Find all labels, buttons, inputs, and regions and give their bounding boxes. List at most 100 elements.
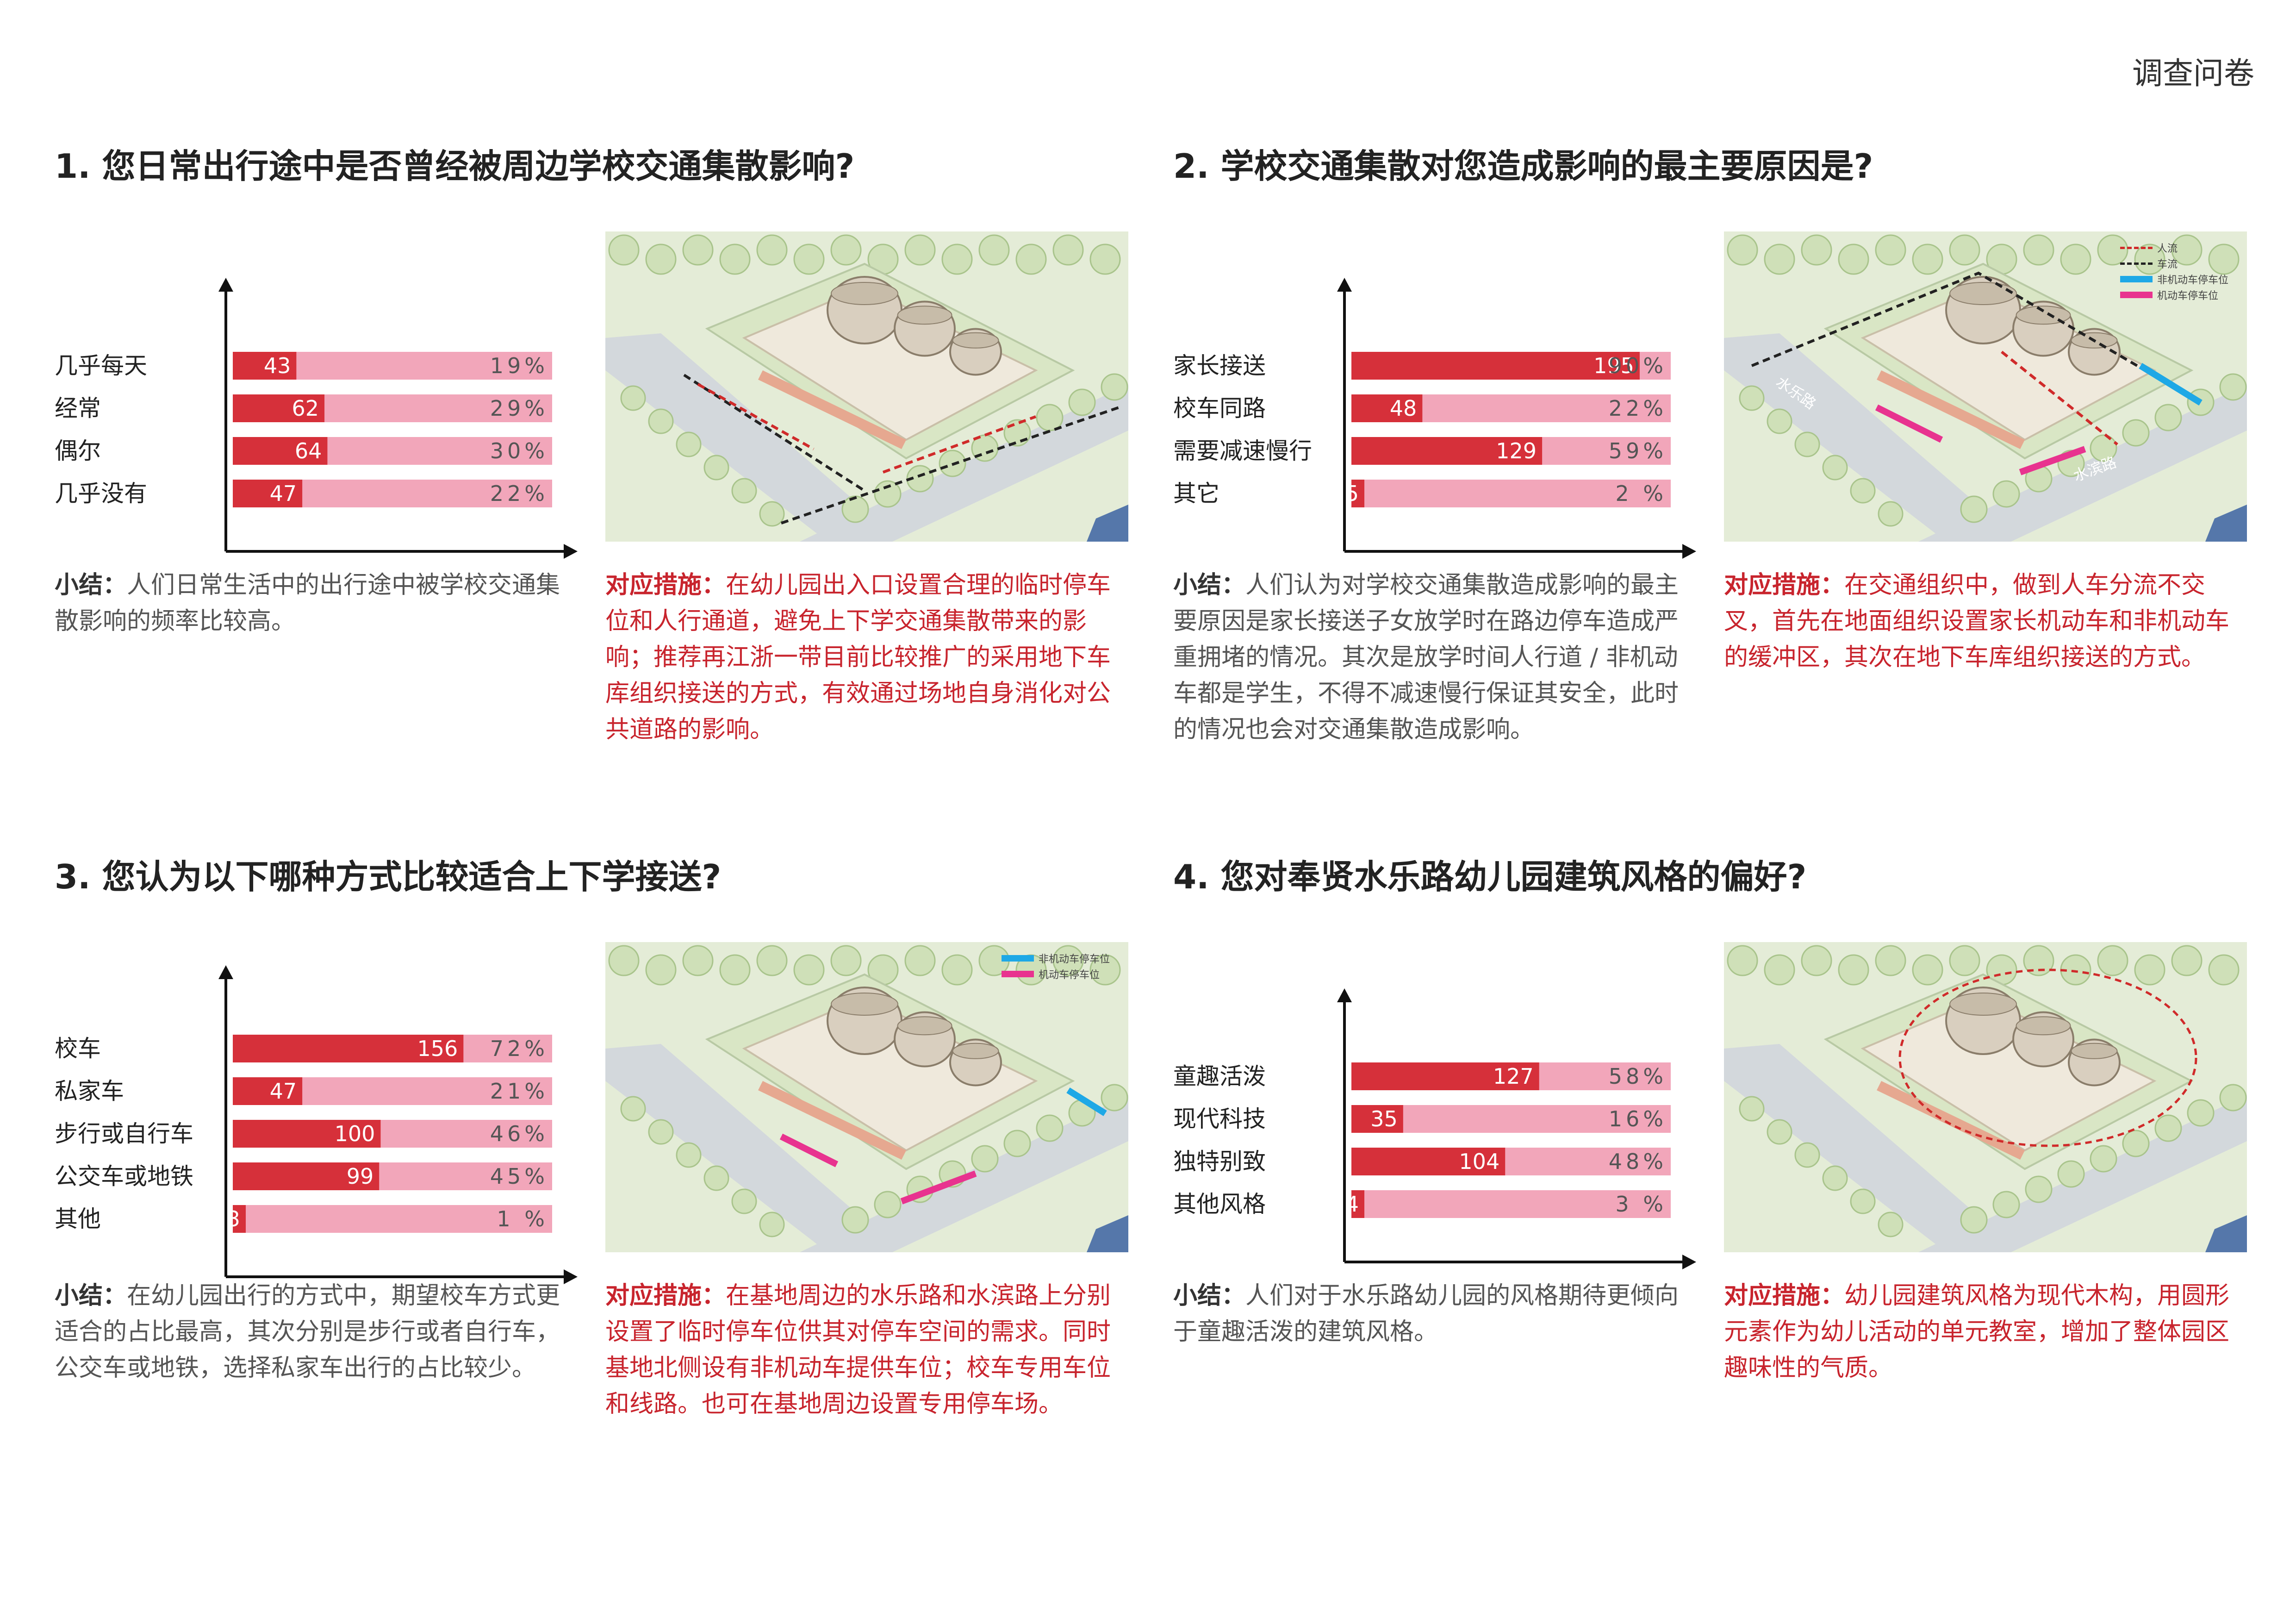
legend-label: 非机动车停车位 — [2157, 275, 2228, 286]
tree — [2025, 1175, 2053, 1203]
tree — [2134, 954, 2165, 986]
tree — [731, 1188, 757, 1214]
motor-parking — [900, 1170, 977, 1205]
bar — [233, 1162, 380, 1190]
water — [1087, 505, 1128, 542]
bar — [1351, 394, 1423, 422]
category-label: 独特别致 — [1173, 1148, 1266, 1175]
summary-body: 在幼儿园出行的方式中，期望校车方式更适合的占比最高，其次分别是步行或者自行车，公… — [55, 1282, 560, 1382]
tree — [645, 954, 677, 986]
survey-panel-2: 2. 学校交通集散对您造成影响的最主要原因是? 家长接送 195 90% 校车同路 48… — [1173, 139, 2272, 787]
tree — [1727, 945, 1758, 976]
road — [1724, 1044, 1983, 1252]
bar-chart: 家长接送 195 90% 校车同路 48 22% 需要减速慢行 129 59% 其它 5 2 % — [1173, 227, 1701, 559]
value-label: 4 — [1345, 1192, 1359, 1217]
legend-label: 机动车停车位 — [2157, 290, 2218, 302]
tree — [1822, 455, 1848, 481]
tree — [2090, 1145, 2117, 1173]
water — [2205, 1215, 2247, 1252]
x-axis-arrow — [1682, 1255, 1696, 1269]
category-label: 童趣活泼 — [1173, 1063, 1266, 1090]
category-label: 家长接送 — [1173, 352, 1266, 379]
tree — [1912, 244, 1943, 275]
building-strip — [758, 370, 906, 449]
legend-item: 车流 — [2120, 256, 2228, 271]
category-label: 现代科技 — [1173, 1106, 1266, 1132]
legend-item: 机动车停车位 — [2120, 287, 2228, 303]
tree — [1089, 244, 1121, 275]
legend-swatch — [2120, 276, 2153, 282]
tree — [719, 954, 751, 986]
legend-item: 非机动车停车位 — [1001, 950, 1110, 966]
site-plan-image: 非机动车停车位 机动车停车位 — [605, 942, 1128, 1252]
category-label: 私家车 — [55, 1078, 124, 1105]
tree — [608, 234, 640, 266]
legend-item: 非机动车停车位 — [2120, 271, 2228, 287]
tree — [904, 234, 936, 266]
tree — [793, 244, 825, 275]
x-axis-arrow — [564, 544, 578, 559]
tree — [1767, 1119, 1792, 1145]
bar-chart: 童趣活泼 127 58% 现代科技 35 16% 独特别致 104 48% 其他风格 4 3 % — [1173, 937, 1701, 1269]
question-title: 4. 您对奉贤水乐路幼儿园建筑风格的偏好? — [1173, 857, 1807, 896]
building-strip — [1877, 370, 2025, 449]
bar-track — [1351, 1190, 1671, 1218]
x-axis-arrow — [1682, 544, 1696, 559]
water — [2205, 505, 2247, 542]
summary-label: 小结： — [55, 1282, 127, 1310]
legend-item: 人流 — [2120, 240, 2228, 256]
value-label: 5 — [1345, 481, 1359, 506]
percent-label: 48% — [1609, 1149, 1667, 1174]
percent-label: 59% — [1609, 438, 1667, 463]
water — [1087, 1215, 1128, 1252]
tree — [874, 480, 902, 508]
tree — [2023, 945, 2054, 976]
tree — [841, 1206, 869, 1234]
tree — [645, 244, 677, 275]
tree — [1101, 1084, 1128, 1112]
building-strip — [758, 1081, 906, 1160]
round-classroom-roof — [831, 993, 898, 1016]
tree — [1801, 945, 1832, 976]
percent-label: 21% — [490, 1079, 548, 1104]
tree — [2122, 419, 2150, 447]
bar — [233, 352, 297, 380]
tree — [2097, 234, 2128, 266]
measure-body: 在幼儿园出入口设置合理的临时停车位和人行通道，避免上下学交通集散带来的影响；推荐… — [605, 571, 1111, 743]
round-classroom-roof — [1949, 993, 2017, 1016]
value-label: 104 — [1459, 1149, 1500, 1174]
tree — [1015, 244, 1047, 275]
measure-label: 对应措施： — [1724, 571, 1845, 599]
tree — [2090, 434, 2117, 462]
summary-text: 小结：人们认为对学校交通集散造成影响的最主要原因是家长接送子女放学时在路边停车造… — [1173, 567, 1692, 748]
survey-panel-4: 4. 您对奉贤水乐路幼儿园建筑风格的偏好? 童趣活泼 127 58% 现代科技 35 16… — [1173, 849, 2272, 1498]
tree — [1801, 234, 1832, 266]
vehicle-flow — [1751, 271, 2202, 404]
tree — [1794, 1142, 1820, 1168]
bar — [1351, 1062, 1539, 1090]
page-label: 调查问卷 — [2132, 56, 2254, 91]
value-label: 48 — [1390, 396, 1417, 421]
category-label: 几乎每天 — [55, 352, 147, 379]
bar-chart: 校车 156 72% 私家车 47 21% 步行或自行车 100 46% 公交车或地铁 99 45% 其… — [55, 937, 582, 1284]
tree — [1992, 480, 2020, 508]
measure-label: 对应措施： — [605, 571, 726, 599]
tree — [2219, 373, 2247, 401]
bar — [233, 1077, 303, 1105]
tree — [1822, 1165, 1848, 1191]
tree — [1992, 1191, 2020, 1218]
legend-swatch — [1001, 971, 1034, 977]
round-classroom-roof — [952, 1043, 999, 1059]
bar — [1351, 1190, 1364, 1218]
pedestrian-arrow — [882, 415, 1037, 474]
category-label: 经常 — [55, 395, 101, 422]
tree — [2057, 1160, 2085, 1188]
tree — [620, 385, 646, 411]
tree — [682, 234, 714, 266]
measure-body: 幼儿园建筑风格为现代木构，用圆形元素作为幼儿活动的单元教室，增加了整体园区趣味性… — [1724, 1282, 2230, 1382]
tree — [904, 945, 936, 976]
legend-swatch — [1001, 955, 1034, 962]
tree — [1003, 1130, 1031, 1157]
value-label: 43 — [264, 353, 291, 378]
bar — [1351, 352, 1640, 380]
